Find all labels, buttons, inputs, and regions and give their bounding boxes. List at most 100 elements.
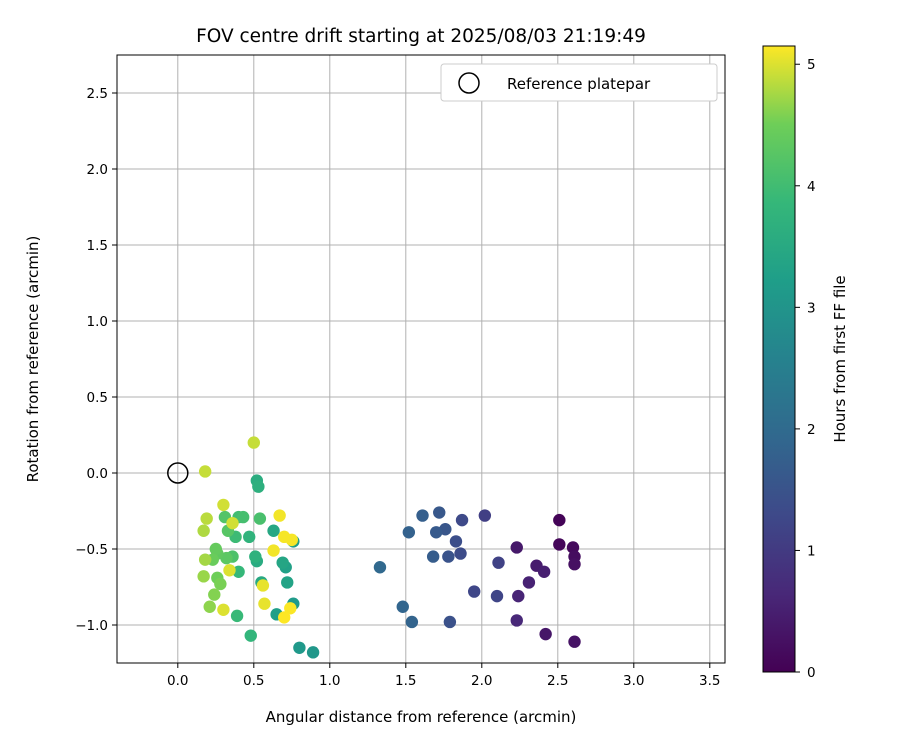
data-point — [200, 512, 213, 525]
plot-frame — [116, 54, 726, 664]
data-point — [553, 538, 566, 551]
data-point — [267, 524, 280, 537]
data-point — [247, 436, 260, 449]
data-point — [537, 565, 551, 578]
data-point — [267, 544, 280, 557]
x-tick-label: 2.0 — [471, 673, 492, 689]
data-point — [243, 530, 256, 544]
y-axis-ticks: −1.0 −0.5 0.0 0.5 1.0 1.5 2.0 2.5 — [75, 86, 117, 634]
legend-label: Reference platepar — [507, 75, 651, 93]
data-point — [566, 541, 580, 554]
data-point — [258, 597, 271, 610]
y-tick-label: 2.5 — [87, 86, 108, 102]
data-point — [217, 603, 230, 616]
data-point — [568, 635, 581, 648]
data-point — [244, 629, 257, 642]
data-point — [223, 564, 236, 577]
data-point — [468, 585, 481, 598]
data-point — [402, 526, 416, 539]
data-point — [553, 513, 566, 527]
data-point — [209, 542, 222, 556]
colorbar-label: Hours from first FF file — [831, 275, 849, 442]
data-point — [449, 535, 463, 548]
y-tick-label: 1.0 — [87, 314, 108, 330]
data-points — [197, 436, 581, 659]
data-point — [510, 541, 523, 554]
legend: Reference platepar — [440, 63, 718, 102]
data-point — [232, 565, 245, 578]
legend-box — [440, 63, 718, 102]
data-point — [203, 600, 216, 613]
chart-title: FOV centre drift starting at 2025/08/03 … — [196, 26, 646, 47]
data-point — [198, 465, 212, 478]
colorbar-tick-label: 1 — [807, 543, 816, 559]
data-point — [230, 609, 244, 623]
x-tick-label: 1.5 — [395, 673, 416, 689]
x-tick-label: 0.0 — [167, 673, 188, 689]
data-point — [197, 570, 210, 583]
data-point — [539, 627, 552, 641]
x-axis-label: Angular distance from reference (arcmin) — [266, 708, 577, 726]
data-point — [443, 615, 457, 629]
data-point — [256, 579, 270, 592]
data-point — [217, 498, 230, 512]
data-point — [430, 526, 443, 539]
data-point — [249, 550, 262, 563]
data-point — [236, 510, 250, 524]
y-tick-label: −0.5 — [75, 542, 108, 558]
data-point — [512, 589, 525, 603]
reference-platepar-marker — [167, 462, 189, 484]
colorbar: 0 1 2 3 4 5 Hours from first FF file — [762, 45, 849, 681]
data-point — [285, 533, 298, 547]
y-tick-label: −1.0 — [75, 618, 108, 634]
x-tick-label: 3.5 — [699, 673, 720, 689]
data-point — [284, 602, 297, 615]
y-tick-label: 0.0 — [87, 466, 108, 482]
colorbar-tick-label: 0 — [807, 665, 816, 681]
data-point — [568, 558, 581, 571]
data-point — [455, 513, 469, 527]
data-point — [433, 506, 446, 519]
y-tick-label: 0.5 — [87, 390, 108, 406]
x-axis-ticks: 0.0 0.5 1.0 1.5 2.0 2.5 3.0 3.5 — [167, 663, 721, 689]
data-point — [396, 600, 409, 613]
data-point — [278, 611, 291, 624]
data-point — [293, 641, 306, 654]
colorbar-tick-label: 5 — [807, 57, 816, 73]
data-point — [208, 588, 221, 601]
x-tick-label: 1.0 — [319, 673, 340, 689]
colorbar-gradient — [762, 45, 796, 673]
data-point — [492, 556, 505, 569]
colorbar-ticks: 0 1 2 3 4 5 — [795, 57, 816, 681]
colorbar-tick-label: 3 — [807, 300, 816, 316]
colorbar-tick-label: 4 — [807, 179, 816, 195]
data-point — [405, 615, 419, 629]
data-point — [478, 509, 492, 522]
data-point — [306, 646, 320, 659]
data-point — [276, 556, 289, 569]
data-point — [454, 547, 467, 560]
data-point — [226, 516, 239, 530]
data-point — [426, 550, 440, 563]
y-tick-label: 1.5 — [87, 238, 108, 254]
data-point — [214, 577, 227, 591]
data-point — [252, 480, 265, 493]
legend-marker-icon — [458, 72, 480, 94]
colorbar-tick-label: 2 — [807, 422, 816, 438]
x-tick-label: 0.5 — [243, 673, 264, 689]
data-point — [273, 509, 286, 522]
data-point — [416, 509, 429, 522]
data-point — [373, 561, 387, 574]
data-point — [198, 553, 212, 566]
data-point — [490, 589, 504, 603]
grid-lines — [117, 55, 725, 663]
data-point — [510, 614, 523, 627]
data-point — [253, 512, 267, 525]
x-tick-label: 3.0 — [623, 673, 644, 689]
reference-marker — [167, 462, 189, 484]
data-point — [281, 576, 294, 589]
data-point — [442, 550, 455, 563]
data-point — [197, 524, 210, 537]
y-axis-label: Rotation from reference (arcmin) — [24, 236, 42, 483]
